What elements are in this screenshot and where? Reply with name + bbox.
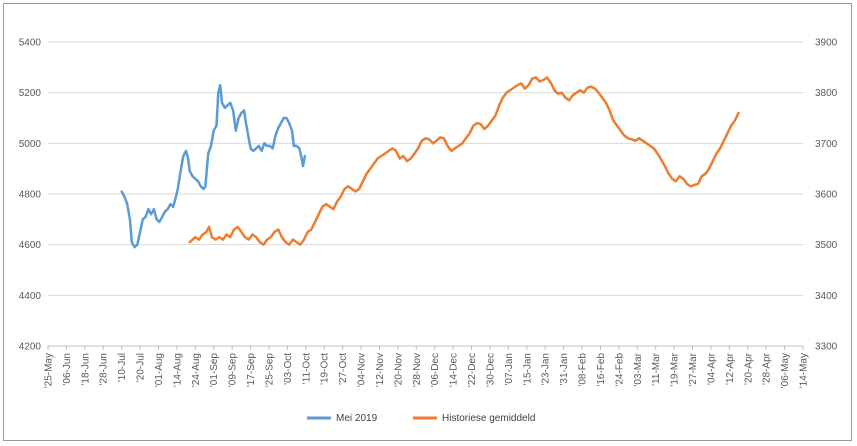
y-left-tick-label: 4800 <box>19 190 42 201</box>
x-tick-label: '11-Mar <box>651 352 662 386</box>
legend-label-mei-2019: Mei 2019 <box>336 413 378 424</box>
x-tick-label: '04-Apr <box>706 352 717 385</box>
y-right-tick-label: 3800 <box>815 88 838 99</box>
x-tick-label: '14-Dec <box>449 353 460 387</box>
y-left-tick-label: 5400 <box>19 38 42 49</box>
y-right-tick-label: 3900 <box>815 38 838 49</box>
x-tick-label: '20-Apr <box>743 352 754 385</box>
x-tick-label: '24-Feb <box>614 353 625 387</box>
x-tick-label: '11-Oct <box>301 353 312 384</box>
y-axis-left: 4200 4400 4600 4800 5000 5200 5400 <box>19 38 42 353</box>
x-tick-label: '30-Dec <box>485 353 496 387</box>
x-tick-label: '31-Jan <box>559 353 570 386</box>
x-tick-label: '07-Jan <box>504 353 515 386</box>
y-right-tick-label: 3600 <box>815 190 838 201</box>
series-lines <box>120 76 740 249</box>
series-line-historiese-gemiddeld <box>188 76 740 246</box>
y-axis-right: 3300 3400 3500 3600 3700 3800 3900 <box>815 38 838 353</box>
x-tick-label: '12-Nov <box>375 353 386 387</box>
chart-frame <box>3 3 852 441</box>
x-tick-label: '28-Nov <box>412 353 423 387</box>
legend-label-historiese-gemiddeld: Historiese gemiddeld <box>442 413 535 424</box>
x-tick-label: '01-Aug <box>154 353 165 387</box>
x-tick-label: '10-Jul <box>117 353 128 382</box>
gridlines <box>48 41 803 296</box>
x-axis: '25-May '06-Jun '18-Jun '28-Jun '10-Jul '20-J… <box>44 345 810 388</box>
x-tick-label: '23-Jan <box>541 353 552 386</box>
y-left-tick-label: 5200 <box>19 88 42 99</box>
x-tick-label: '06-May <box>780 353 791 388</box>
x-tick-label: '14-May <box>799 353 810 388</box>
y-left-tick-label: 4600 <box>19 240 42 251</box>
x-tick-label: '25-May <box>44 353 55 388</box>
legend: Mei 2019 Historiese gemiddeld <box>307 413 535 424</box>
x-tick-label: '12-Apr <box>725 352 736 385</box>
x-tick-label: '08-Feb <box>578 353 589 387</box>
y-right-tick-label: 3700 <box>815 139 838 150</box>
x-tick-label: '27-Mar <box>688 352 699 386</box>
y-left-tick-label: 4200 <box>19 342 42 353</box>
x-tick-label: '22-Dec <box>467 353 478 387</box>
x-tick-label: '03-Oct <box>283 353 294 385</box>
x-tick-label: '28-Jun <box>99 353 110 386</box>
x-tick-label: '09-Sep <box>228 353 239 388</box>
y-right-tick-label: 3300 <box>815 342 838 353</box>
x-tick-label: '06-Dec <box>430 353 441 387</box>
x-tick-label: '20-Jul <box>136 353 147 382</box>
y-left-tick-label: 5000 <box>19 139 42 150</box>
x-tick-label: '18-Jun <box>80 353 91 386</box>
x-tick-label: '17-Sep <box>246 353 257 388</box>
y-right-tick-label: 3400 <box>815 291 838 302</box>
x-tick-label: '19-Oct <box>320 353 331 385</box>
x-tick-label: '03-Mar <box>633 352 644 386</box>
x-tick-label: '04-Nov <box>357 353 368 387</box>
y-left-tick-label: 4400 <box>19 291 42 302</box>
x-tick-label: '24-Aug <box>191 353 202 387</box>
x-tick-label: '28-Apr <box>762 352 773 385</box>
x-tick-label: '25-Sep <box>264 353 275 388</box>
x-tick-label: '15-Jan <box>522 353 533 386</box>
x-tick-label: '20-Nov <box>393 353 404 387</box>
x-tick-label: '27-Oct <box>338 353 349 385</box>
x-tick-label: '19-Mar <box>670 352 681 386</box>
y-right-tick-label: 3500 <box>815 240 838 251</box>
x-tick-label: '14-Aug <box>172 353 183 387</box>
x-tick-label: '01-Sep <box>209 353 220 388</box>
x-tick-label: '06-Jun <box>62 353 73 386</box>
x-tick-label: '16-Feb <box>596 353 607 387</box>
series-line-mei-2019 <box>120 83 307 249</box>
